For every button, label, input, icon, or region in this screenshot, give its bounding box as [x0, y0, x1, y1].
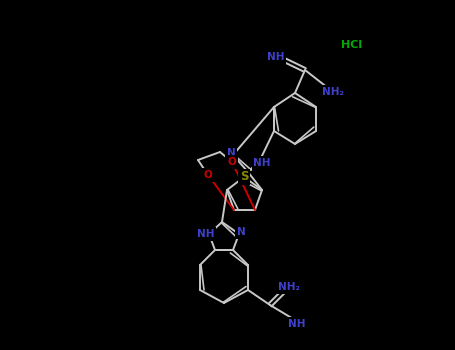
- Text: HCl: HCl: [341, 40, 363, 50]
- Text: NH: NH: [197, 229, 215, 239]
- Text: NH: NH: [267, 52, 285, 62]
- Text: N: N: [227, 148, 235, 158]
- Text: S: S: [240, 170, 248, 183]
- Text: NH₂: NH₂: [278, 282, 300, 292]
- Text: N: N: [237, 227, 245, 237]
- Text: NH: NH: [253, 158, 271, 168]
- Text: NH₂: NH₂: [322, 87, 344, 97]
- Text: O: O: [204, 170, 212, 180]
- Text: O: O: [228, 157, 237, 167]
- Text: NH: NH: [288, 319, 306, 329]
